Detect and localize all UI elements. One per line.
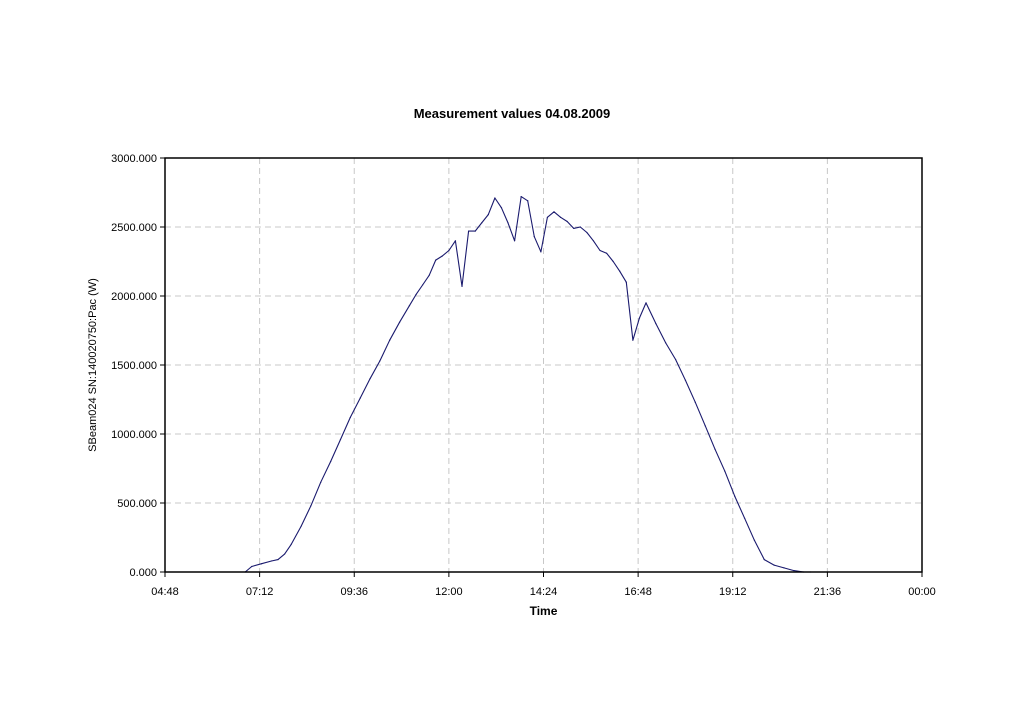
data-point [793, 570, 795, 572]
data-point [566, 220, 568, 223]
data-point [638, 317, 641, 319]
data-point [674, 358, 677, 361]
data-point [389, 339, 391, 341]
y-tick-label: 2500.000 [111, 222, 157, 234]
data-point [573, 227, 575, 229]
data-point [612, 260, 614, 263]
data-point [379, 360, 381, 362]
data-point [783, 567, 785, 569]
data-point [559, 216, 562, 218]
data-point [487, 213, 489, 216]
x-tick-label: 12:00 [435, 586, 463, 598]
data-point [428, 274, 430, 276]
data-point [527, 200, 529, 202]
y-axis-title: SBeam024 SN:140020750:Pac (W) [87, 278, 99, 452]
data-point [665, 342, 667, 344]
data-point [586, 231, 588, 234]
data-point [704, 425, 706, 427]
x-axis-title: Time [530, 604, 558, 618]
data-point [251, 565, 253, 568]
data-point [467, 230, 470, 232]
data-point [734, 495, 736, 497]
data-point [421, 284, 424, 286]
data-point [533, 236, 535, 238]
data-point [320, 481, 322, 483]
data-point [520, 196, 522, 198]
data-point [513, 240, 516, 242]
x-tick-label: 14:24 [530, 586, 558, 598]
y-tick-label: 2000.000 [111, 291, 157, 303]
x-tick-label: 16:48 [624, 586, 652, 598]
data-point [494, 197, 496, 199]
data-point [540, 251, 542, 253]
data-point [349, 416, 351, 419]
series-layer [244, 196, 811, 573]
data-point [714, 448, 716, 450]
data-point [645, 302, 647, 304]
data-point [632, 339, 634, 341]
grid-layer [165, 158, 922, 572]
x-tick-label: 00:00 [908, 586, 936, 598]
data-point [753, 539, 756, 541]
data-point [553, 211, 555, 213]
x-tick-label: 19:12 [719, 586, 747, 598]
y-tick-label: 3000.000 [111, 153, 157, 165]
data-point [773, 564, 775, 566]
y-tick-label: 1000.000 [111, 429, 157, 441]
data-point [398, 321, 401, 323]
data-point [300, 525, 302, 528]
data-point [359, 397, 361, 399]
data-point [448, 249, 450, 252]
data-point [310, 505, 312, 507]
data-point [625, 281, 627, 283]
data-point [546, 216, 549, 218]
data-point [461, 285, 463, 287]
x-tick-label: 07:12 [246, 586, 274, 598]
series-line [244, 196, 811, 573]
data-point [579, 226, 581, 228]
data-point [605, 252, 608, 254]
data-point [619, 270, 621, 272]
data-point [592, 240, 595, 242]
tick-layer: 0.000 500.000 1000.000 1500.000 2000.000 2500… [111, 153, 936, 598]
data-point [454, 240, 457, 242]
x-tick-label: 21:36 [814, 586, 842, 598]
data-point [724, 470, 726, 472]
data-point [474, 230, 476, 232]
data-point [283, 553, 286, 555]
data-point [277, 558, 279, 561]
data-point [694, 401, 696, 403]
data-point [743, 517, 746, 519]
data-point [500, 207, 503, 209]
data-point [270, 560, 273, 562]
data-point [763, 558, 765, 561]
data-point [290, 543, 292, 546]
data-point [408, 305, 411, 307]
data-point [260, 563, 263, 565]
data-point [339, 438, 342, 441]
data-point [655, 323, 657, 325]
data-point [507, 222, 509, 224]
data-point [441, 255, 443, 257]
chart-title: Measurement values 04.08.2009 [413, 106, 611, 121]
data-point [481, 222, 483, 224]
data-point [369, 378, 371, 380]
y-tick-label: 1500.000 [111, 360, 157, 372]
data-point [415, 294, 417, 296]
data-point [329, 461, 332, 463]
x-tick-label: 09:36 [340, 586, 368, 598]
y-tick-label: 500.000 [117, 498, 157, 510]
x-tick-label: 04:48 [151, 586, 179, 598]
y-tick-label: 0.000 [129, 567, 157, 579]
data-point [435, 259, 437, 261]
data-point [684, 379, 687, 381]
data-point [599, 249, 601, 252]
